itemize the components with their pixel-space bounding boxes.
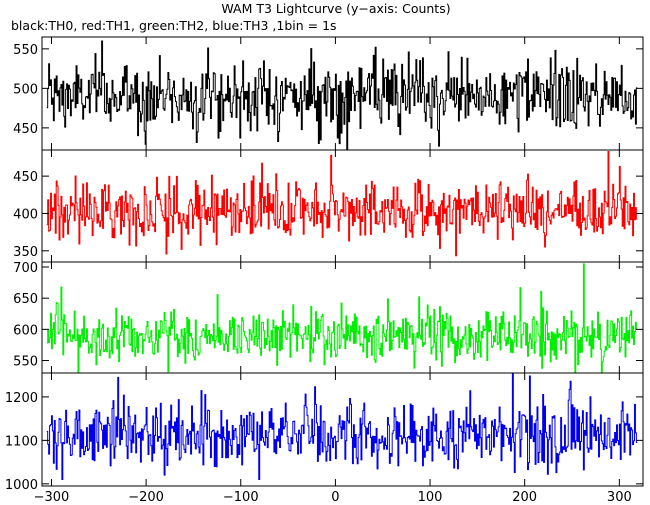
x-tick-label: −300 bbox=[34, 490, 70, 505]
y-tick-label: 1100 bbox=[5, 434, 38, 449]
x-tick-label: 200 bbox=[512, 490, 537, 505]
panel-th1: 350 400 450 bbox=[13, 149, 644, 263]
series-th2-line bbox=[46, 263, 638, 373]
chart-subtitle: black:TH0, red:TH1, green:TH2, blue:TH3 … bbox=[11, 18, 337, 33]
x-tick-label: 300 bbox=[607, 490, 632, 505]
y-tick-label: 1200 bbox=[5, 391, 38, 406]
y-tick-label: 450 bbox=[13, 122, 38, 137]
series-th3-line bbox=[46, 373, 638, 481]
panel-th2: 550 600 650 700 bbox=[13, 261, 644, 374]
panel-th3: 1000 1100 1200 bbox=[5, 372, 644, 493]
y-tick-label: 450 bbox=[13, 170, 38, 185]
y-tick-label: 700 bbox=[13, 261, 38, 276]
y-tick-label: 1000 bbox=[5, 478, 38, 493]
y-tick-label: 550 bbox=[13, 43, 38, 58]
x-tick-label: 0 bbox=[331, 490, 339, 505]
series-th0-line bbox=[46, 40, 638, 150]
series-th1-line bbox=[46, 150, 638, 257]
y-tick-label: 500 bbox=[13, 82, 38, 97]
y-tick-label: 350 bbox=[13, 245, 38, 260]
chart-title: WAM T3 Lightcurve (y−axis: Counts) bbox=[221, 1, 450, 16]
panel-th0: 450 500 550 bbox=[13, 36, 644, 151]
y-tick-label: 400 bbox=[13, 207, 38, 222]
x-tick-label: 100 bbox=[418, 490, 443, 505]
y-tick-label: 550 bbox=[13, 355, 38, 370]
y-tick-label: 650 bbox=[13, 292, 38, 307]
x-tick-label: −200 bbox=[128, 490, 164, 505]
x-tick-label: −100 bbox=[223, 490, 259, 505]
y-tick-label: 600 bbox=[13, 323, 38, 338]
panel-frame bbox=[41, 372, 644, 487]
chart-panels: 4505005503504004505506006507001000110012… bbox=[5, 36, 644, 505]
